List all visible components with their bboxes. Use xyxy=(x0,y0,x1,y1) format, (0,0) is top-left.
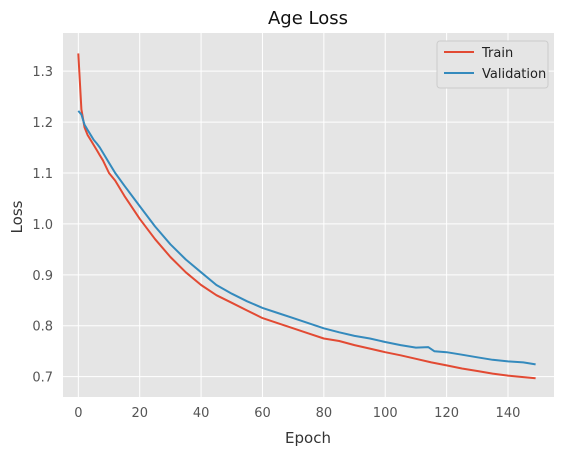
y-tick-label: 1.0 xyxy=(32,218,53,233)
series-line-validation xyxy=(77,110,536,366)
legend-label-validation: Validation xyxy=(482,67,546,82)
x-tick-label: 40 xyxy=(193,406,210,421)
x-axis-ticks: 0 20 40 60 80 100 120 140 xyxy=(74,406,520,421)
x-axis-title: Epoch xyxy=(285,429,331,447)
y-axis-ticks: 0.7 0.8 0.9 1.0 1.1 1.2 1.3 xyxy=(32,65,53,385)
legend-label-train: Train xyxy=(481,46,513,61)
y-tick-label: 1.2 xyxy=(32,116,53,131)
y-tick-label: 0.7 xyxy=(32,371,53,386)
x-tick-label: 100 xyxy=(373,406,398,421)
y-tick-label: 0.8 xyxy=(32,320,53,335)
x-tick-label: 60 xyxy=(254,406,271,421)
grid-lines xyxy=(63,33,554,397)
x-tick-label: 0 xyxy=(74,406,82,421)
y-axis-title: Loss xyxy=(8,200,26,233)
plot-area xyxy=(63,33,554,397)
series-line-train xyxy=(77,53,536,380)
y-tick-label: 0.9 xyxy=(32,269,53,284)
y-tick-label: 1.1 xyxy=(32,167,53,182)
x-tick-label: 80 xyxy=(316,406,333,421)
y-tick-label: 1.3 xyxy=(32,65,53,80)
x-tick-label: 120 xyxy=(434,406,459,421)
chart-title: Age Loss xyxy=(268,8,348,29)
series-lines xyxy=(77,53,536,380)
x-tick-label: 20 xyxy=(131,406,148,421)
x-tick-label: 140 xyxy=(496,406,521,421)
legend: Train Validation xyxy=(436,40,549,89)
